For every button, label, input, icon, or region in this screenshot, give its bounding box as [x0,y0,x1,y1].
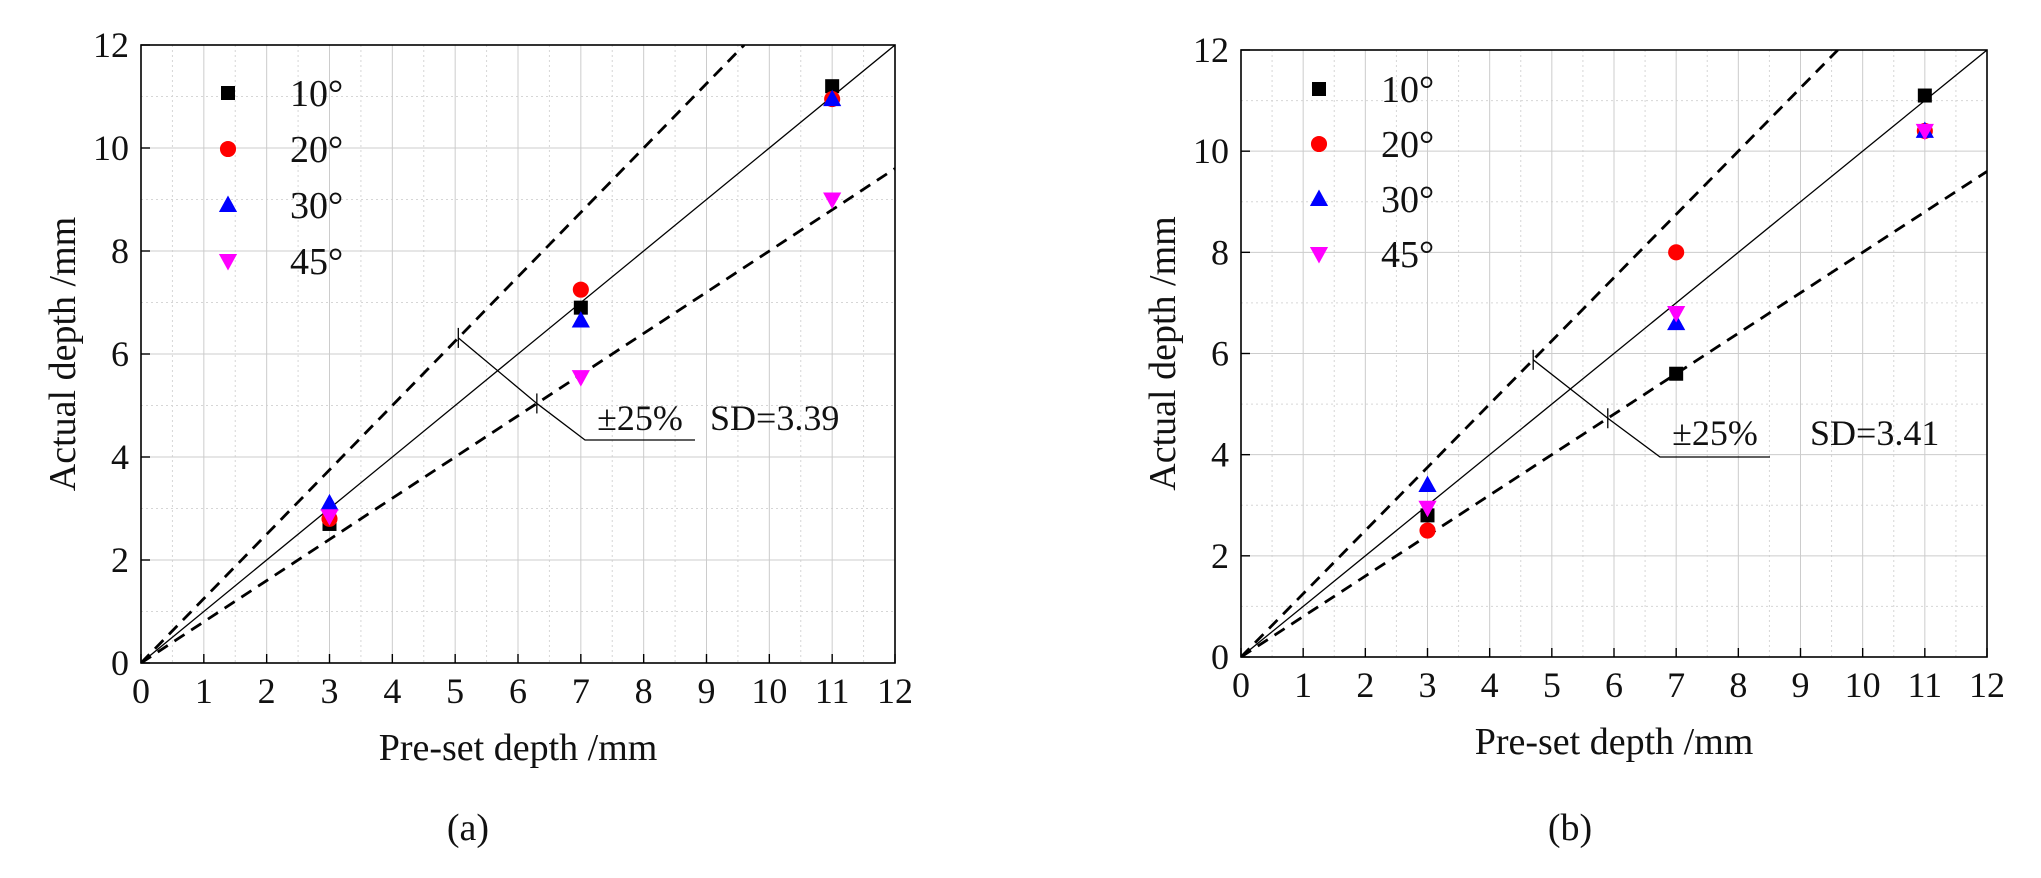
y-tick-label: 12 [93,25,129,65]
band-leader-line [457,337,695,441]
reference-line-minus-25 [141,167,895,663]
y-tick-label: 0 [1211,637,1229,677]
reference-line-identity [1241,50,1987,657]
chart-panel-b: ±25% SD=3.410 1 2 3 4 5 6 7 8 9 10 11 12024681012Pre-… [1142,30,2005,849]
legend-marker-square [221,86,235,100]
y-tick-label: 2 [111,540,129,580]
sd-label: SD=3.39 [710,398,839,438]
data-point-triangle-down [823,192,842,209]
legend-marker-triangle-up [218,195,238,212]
panel-caption: (b) [1548,807,1592,849]
x-tick-label: 0 [1232,665,1250,705]
data-point-triangle-up [571,311,590,328]
panel-caption: (a) [447,807,489,849]
data-point-square [1669,366,1684,381]
y-tick-label: 4 [111,437,129,477]
x-tick-label: 5 [446,671,464,711]
x-tick-label: 5 [1543,665,1561,705]
legend-label: 45° [290,241,343,283]
band-leader-line [1532,359,1770,458]
x-tick-label: 6 [1605,665,1623,705]
data-point-triangle-up [1418,475,1437,493]
x-tick-label: 4 [383,671,401,711]
y-tick-label: 6 [1211,334,1229,374]
legend-marker-circle [219,140,237,158]
x-tick-label: 12 [877,671,913,711]
data-point-triangle-up [823,89,842,107]
y-tick-label: 4 [1211,435,1229,475]
x-axis-title: Pre-set depth /mm [379,727,658,769]
x-tick-label: 3 [1419,665,1437,705]
x-tick-label: 1 [195,671,213,711]
y-tick-label: 6 [111,334,129,374]
x-tick-label: 2 [1356,665,1374,705]
data-point-circle [1668,244,1685,261]
x-tick-label: 11 [815,671,850,711]
data-point-triangle-down [320,509,339,526]
y-tick-label: 8 [111,231,129,271]
legend-label: 20° [1381,124,1434,166]
x-tick-label: 12 [1969,665,2005,705]
x-axis-title: Pre-set depth /mm [1475,721,1754,763]
data-point-triangle-down [1667,306,1686,323]
x-tick-label: 7 [1667,665,1685,705]
x-tick-label: 9 [698,671,716,711]
x-tick-label: 7 [572,671,590,711]
data-point-square [573,300,588,315]
y-tick-label: 8 [1211,232,1229,272]
data-point-triangle-up [320,493,339,511]
legend-marker-triangle-down [218,254,238,271]
x-tick-label: 10 [1845,665,1881,705]
legend-marker-triangle-up [1309,189,1329,206]
x-tick-label: 10 [751,671,787,711]
legend-marker-square [1312,82,1326,96]
data-point-circle [572,281,589,298]
x-tick-label: 3 [321,671,339,711]
data-point-square [825,79,840,94]
x-tick-label: 6 [509,671,527,711]
y-tick-label: 10 [93,128,129,168]
data-point-circle [1419,522,1436,539]
data-point-square [1917,88,1932,103]
reference-line-identity [141,45,895,663]
reference-line-plus-25 [1241,50,1839,657]
x-tick-label: 1 [1294,665,1312,705]
y-tick-label: 0 [111,643,129,683]
y-axis-title: Actual depth /mm [42,217,84,491]
reference-line-minus-25 [1241,170,1987,657]
y-tick-label: 12 [1193,30,1229,70]
x-tick-label: 8 [1729,665,1747,705]
legend-label: 10° [1381,69,1434,111]
x-tick-label: 4 [1481,665,1499,705]
sd-label: SD=3.41 [1810,413,1939,453]
band-label: ±25% [1672,413,1758,453]
chart-panel-a: ±25% SD=3.390 1 2 3 4 5 6 7 8 9 10 11 12024681012Pre-… [42,25,913,849]
x-tick-label: 11 [1907,665,1942,705]
x-tick-label: 0 [132,671,150,711]
legend-label: 10° [290,73,343,115]
data-point-triangle-down [1915,123,1934,141]
legend-marker-circle [1310,135,1328,153]
x-tick-label: 2 [258,671,276,711]
y-axis-title: Actual depth /mm [1142,216,1184,490]
reference-line-plus-25 [141,45,746,663]
data-point-triangle-down [571,370,590,387]
legend-label: 30° [290,185,343,227]
x-tick-label: 9 [1792,665,1810,705]
data-point-triangle-down [1418,500,1437,518]
legend-label: 45° [1381,234,1434,276]
y-tick-label: 10 [1193,131,1229,171]
legend-marker-triangle-down [1309,247,1329,264]
x-tick-label: 8 [635,671,653,711]
band-label: ±25% [597,398,683,438]
legend-label: 30° [1381,179,1434,221]
y-tick-label: 2 [1211,536,1229,576]
legend-label: 20° [290,129,343,171]
